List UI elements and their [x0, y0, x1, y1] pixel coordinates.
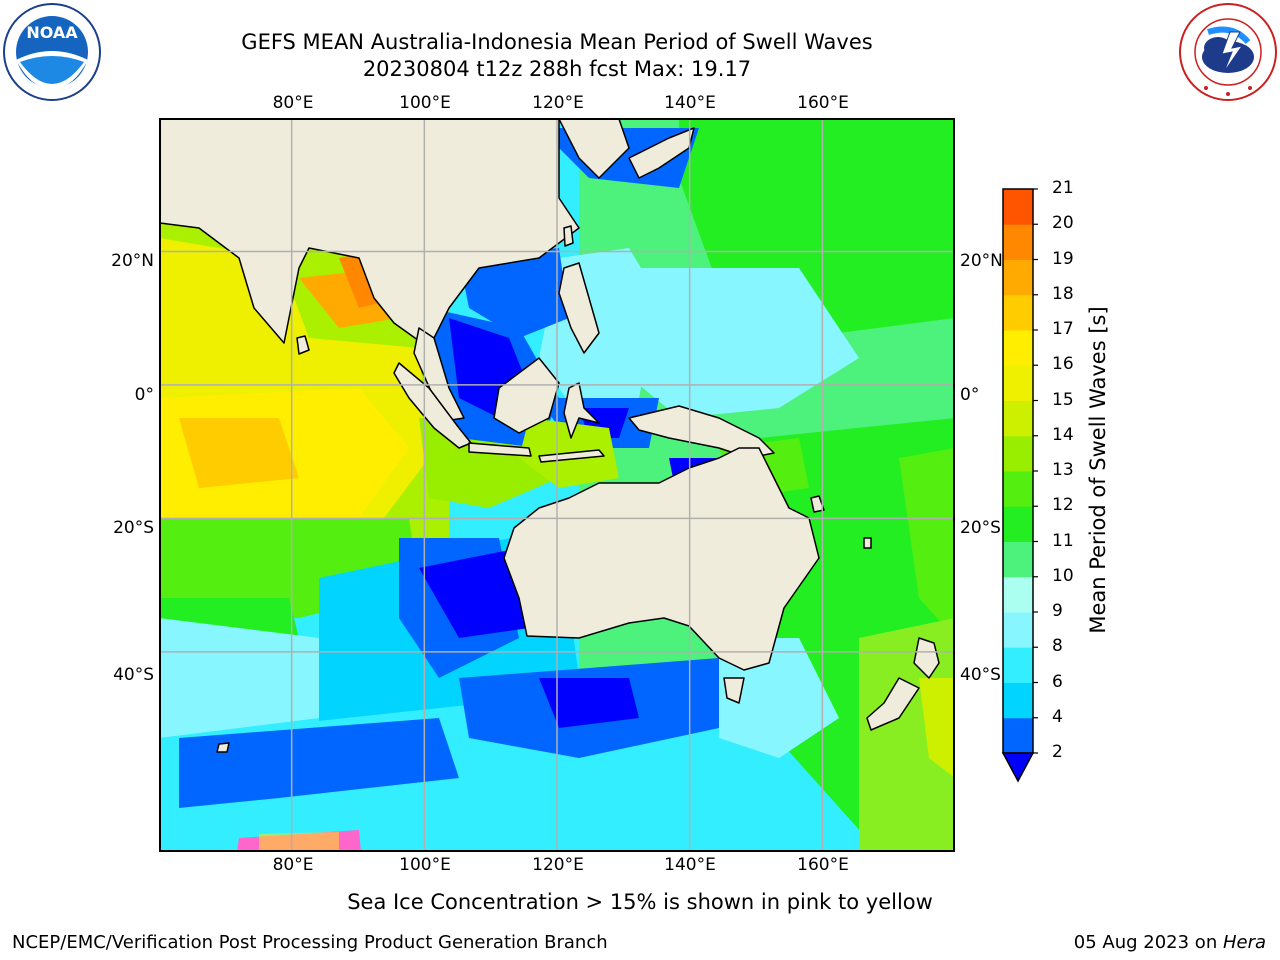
colorbar-tick-label: 18 — [1052, 283, 1074, 304]
colorbar-segment — [1003, 365, 1033, 401]
lat-tick-label-right: 40°S — [960, 665, 1001, 685]
colorbar-segment — [1003, 682, 1033, 719]
colorbar-segment — [1003, 541, 1033, 578]
colorbar-tick-label: 8 — [1052, 636, 1063, 657]
colorbar-segment — [1003, 576, 1033, 613]
colorbar-segment — [1003, 435, 1033, 472]
lat-tick-label-left: 0° — [134, 385, 154, 405]
colorbar-underflow-triangle — [1001, 752, 1035, 783]
colorbar-segment — [1003, 612, 1033, 648]
colorbar-tick-label: 12 — [1052, 495, 1074, 516]
graticule — [159, 118, 955, 852]
noaa-logo-icon: NOAA — [2, 2, 102, 102]
lon-tick-label-bottom: 120°E — [532, 855, 584, 875]
colorbar-segment — [1003, 330, 1033, 366]
colorbar-segment — [1003, 471, 1033, 507]
colorbar-tick-label: 13 — [1052, 460, 1074, 480]
colorbar-segment — [1003, 647, 1033, 683]
colorbar-segment — [1003, 717, 1033, 754]
lon-tick-label-bottom: 140°E — [664, 855, 716, 875]
lat-tick-label-left: 20°S — [113, 518, 154, 538]
footer-machine: Hera — [1222, 932, 1266, 953]
footer-timestamp: 05 Aug 2023 on Hera — [1074, 932, 1266, 953]
swell-period-map — [159, 118, 955, 852]
lon-tick-label-bottom: 160°E — [797, 855, 849, 875]
colorbar-tick-label: 11 — [1052, 530, 1074, 551]
colorbar — [1001, 188, 1038, 783]
colorbar-tick-label: 15 — [1052, 389, 1074, 410]
chart-subtitle: 20230804 t12z 288h fcst Max: 19.17 — [362, 57, 752, 81]
sea-ice-note: Sea Ice Concentration > 15% is shown in … — [347, 890, 933, 914]
colorbar-tick-label: 21 — [1052, 178, 1074, 198]
colorbar-title: Mean Period of Swell Waves [s] — [1086, 306, 1110, 634]
colorbar-tick-label: 17 — [1052, 319, 1074, 339]
lon-tick-label-top: 100°E — [399, 93, 451, 113]
lat-tick-label-right: 0° — [960, 385, 980, 405]
lat-tick-label-left: 40°S — [113, 665, 154, 685]
lon-tick-label-top: 140°E — [664, 93, 716, 113]
colorbar-segment — [1003, 294, 1033, 331]
lon-tick-label-top: 80°E — [272, 93, 314, 113]
colorbar-tick-label: 4 — [1052, 706, 1063, 727]
footer-date: 05 Aug 2023 on — [1073, 932, 1223, 953]
colorbar-tick-label: 10 — [1052, 565, 1074, 586]
colorbar-segment — [1003, 506, 1033, 542]
chart-title: GEFS MEAN Australia-Indonesia Mean Perio… — [241, 30, 873, 54]
colorbar-tick-label: 19 — [1052, 248, 1074, 269]
colorbar-tick-label: 14 — [1052, 424, 1074, 445]
colorbar-segment — [1003, 189, 1033, 225]
map-frame — [159, 118, 955, 852]
noaa-logo-text: NOAA — [26, 23, 78, 42]
lon-tick-label-bottom: 80°E — [272, 855, 314, 875]
lon-tick-label-bottom: 100°E — [399, 855, 451, 875]
lon-tick-label-top: 160°E — [797, 93, 849, 113]
colorbar-tick-label: 16 — [1052, 354, 1074, 375]
lat-tick-label-right: 20°S — [960, 518, 1001, 538]
colorbar-tick-label: 6 — [1052, 671, 1063, 692]
colorbar-tick-label: 2 — [1052, 742, 1063, 762]
colorbar-tick-label: 20 — [1052, 213, 1074, 234]
lat-tick-label-right: 20°N — [960, 251, 1003, 271]
colorbar-segment — [1003, 259, 1033, 296]
colorbar-segment — [1003, 400, 1033, 437]
colorbar-segment — [1003, 224, 1033, 260]
lat-tick-label-left: 20°N — [111, 251, 154, 271]
lon-tick-label-top: 120°E — [532, 93, 584, 113]
nws-logo-icon — [1178, 2, 1278, 102]
footer-credit: NCEP/EMC/Verification Post Processing Pr… — [12, 932, 608, 953]
colorbar-tick-label: 9 — [1052, 601, 1063, 621]
